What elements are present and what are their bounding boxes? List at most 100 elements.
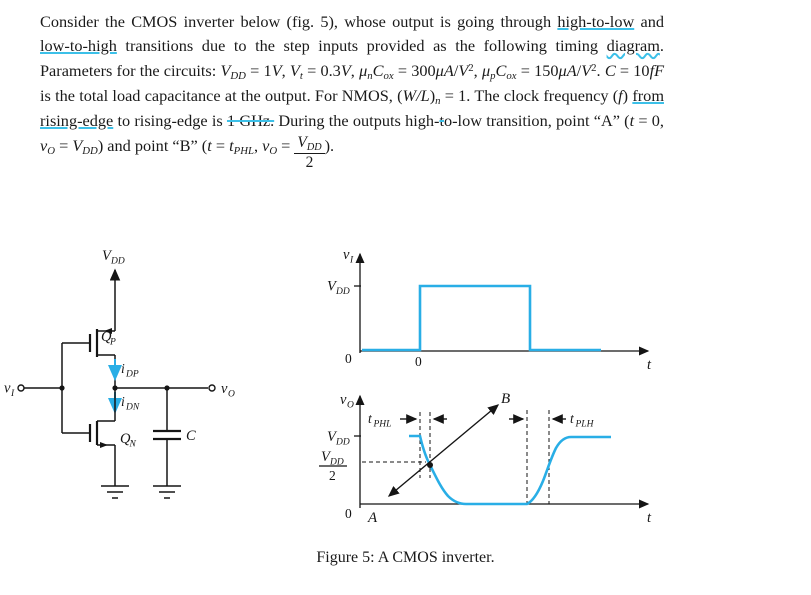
tplh-label: t bbox=[570, 411, 575, 426]
point-b-label: B bbox=[501, 391, 510, 407]
text-segment: 2 bbox=[468, 62, 474, 75]
vi-step-waveform bbox=[362, 284, 601, 352]
text-segment: C bbox=[604, 60, 616, 80]
text-segment: V bbox=[581, 60, 592, 80]
figure-caption: Figure 5: A CMOS inverter. bbox=[316, 549, 495, 566]
vi-edge-zero: 0 bbox=[415, 354, 422, 369]
vi-origin-zero: 0 bbox=[345, 351, 352, 366]
text-segment: , bbox=[253, 135, 263, 155]
text-segment: 2 bbox=[305, 153, 314, 171]
text-segment: 1 GHz. bbox=[226, 111, 275, 131]
idn-label: i bbox=[121, 394, 125, 409]
ground-symbol-left bbox=[101, 485, 129, 499]
tphl-label-sub: PHL bbox=[373, 420, 392, 430]
vo-axis-label: v bbox=[340, 392, 347, 408]
text-segment: , bbox=[473, 60, 482, 80]
cap-label: C bbox=[186, 428, 196, 444]
text-segment: V bbox=[458, 60, 469, 80]
text-segment: and bbox=[634, 12, 664, 31]
text-segment: ox bbox=[383, 69, 394, 82]
text-segment: DD bbox=[230, 69, 246, 82]
text-segment: low-to-high bbox=[40, 36, 117, 56]
text-segment: fF bbox=[649, 60, 665, 80]
vdd-half-crossing-dot bbox=[427, 462, 433, 468]
nmos-transistor-symbol bbox=[62, 420, 115, 448]
tphl-label: t bbox=[368, 411, 373, 426]
output-terminal bbox=[208, 384, 216, 392]
vi-timing-plot: v I V DD 0 0 t bbox=[327, 247, 652, 373]
text-segment: DD bbox=[82, 144, 98, 157]
text-segment: t bbox=[207, 135, 212, 155]
text-segment: / bbox=[453, 60, 459, 80]
text-segment: / bbox=[576, 60, 582, 80]
cmos-inverter-schematic: V DD Q P i DP v O v bbox=[4, 248, 235, 499]
vo-axis-label-sub: O bbox=[347, 401, 354, 411]
vi-vdd-label: V bbox=[327, 279, 338, 295]
text-segment: = bbox=[211, 135, 230, 155]
text-segment: DD bbox=[306, 141, 322, 153]
vdd-label: V bbox=[102, 248, 113, 264]
text-segment: V bbox=[72, 135, 83, 155]
idp-label-sub: DP bbox=[125, 370, 139, 380]
ground-symbol-right bbox=[153, 485, 181, 499]
idn-label-sub: DN bbox=[125, 403, 140, 413]
vo-response-waveform bbox=[409, 434, 611, 506]
text-segment: , bbox=[281, 60, 290, 80]
text-segment: O bbox=[269, 144, 278, 157]
vo-time-label: t bbox=[647, 510, 652, 526]
text-segment: diagram bbox=[606, 36, 660, 56]
text-segment: = 0, bbox=[634, 111, 664, 131]
vo-terminal-label-sub: O bbox=[228, 390, 235, 400]
text-segment: v bbox=[40, 135, 48, 155]
text-segment: V bbox=[340, 60, 351, 80]
nmos-source-arrow bbox=[100, 442, 108, 448]
text-segment: C bbox=[372, 60, 384, 80]
cap-node-dot bbox=[164, 385, 170, 391]
text-segment: = 150 bbox=[516, 60, 559, 80]
text-segment: O bbox=[47, 144, 55, 157]
svg-text:V: V bbox=[321, 449, 332, 465]
text-segment: n bbox=[367, 69, 373, 82]
text-segment: Consider the CMOS inverter below (fig. 5… bbox=[40, 12, 558, 31]
text-segment: = 10 bbox=[615, 60, 650, 80]
text-segment: f bbox=[618, 86, 623, 106]
text-segment: t bbox=[439, 111, 444, 131]
text-segment: = 0.3 bbox=[302, 60, 341, 80]
vo-vdd-label-sub: DD bbox=[335, 438, 350, 448]
vi-terminal-label: v bbox=[4, 381, 11, 397]
text-segment: PHL bbox=[233, 144, 254, 157]
text-segment: μA bbox=[435, 60, 454, 80]
text-segment: W/L bbox=[402, 86, 430, 106]
vi-terminal-label-sub: I bbox=[10, 389, 15, 399]
text-segment: ) bbox=[622, 86, 633, 106]
figure-5-graphic: V DD Q P i DP v O v bbox=[4, 247, 652, 526]
qn-label-sub: N bbox=[129, 440, 137, 450]
text-segment: C bbox=[495, 60, 507, 80]
text-segment: = bbox=[55, 135, 73, 155]
problem-text: Consider the CMOS inverter below (fig. 5… bbox=[40, 10, 664, 171]
text-segment: , bbox=[350, 60, 360, 80]
text-segment: v bbox=[262, 135, 270, 155]
text-segment: p bbox=[490, 69, 496, 82]
vdd-label-sub: DD bbox=[110, 257, 125, 267]
vo-terminal-label: v bbox=[221, 381, 228, 397]
vi-time-label: t bbox=[647, 357, 652, 373]
text-segment: = bbox=[277, 135, 295, 155]
a-to-b-annotation-arrow bbox=[387, 404, 500, 497]
text-segment: t bbox=[299, 69, 303, 82]
text-segment: ox bbox=[506, 69, 517, 82]
text-segment: to rising-edge is bbox=[113, 111, 227, 131]
point-a-label: A bbox=[367, 510, 378, 526]
qp-label-sub: P bbox=[109, 338, 116, 348]
pmos-transistor-symbol bbox=[62, 328, 115, 357]
text-segment: μ bbox=[359, 60, 368, 80]
input-terminal bbox=[17, 384, 25, 392]
svg-text:2: 2 bbox=[329, 468, 336, 483]
text-segment: transitions due to the step inputs provi… bbox=[116, 36, 607, 56]
text-segment: o-low transition, point “A” ( bbox=[443, 111, 630, 131]
vo-origin-zero: 0 bbox=[345, 506, 352, 521]
text-segment: V bbox=[289, 60, 300, 80]
tplh-label-sub: PLH bbox=[575, 420, 595, 430]
vdd-half-fraction-label: V DD 2 bbox=[319, 449, 347, 483]
text-segment: = 1 bbox=[245, 60, 272, 80]
